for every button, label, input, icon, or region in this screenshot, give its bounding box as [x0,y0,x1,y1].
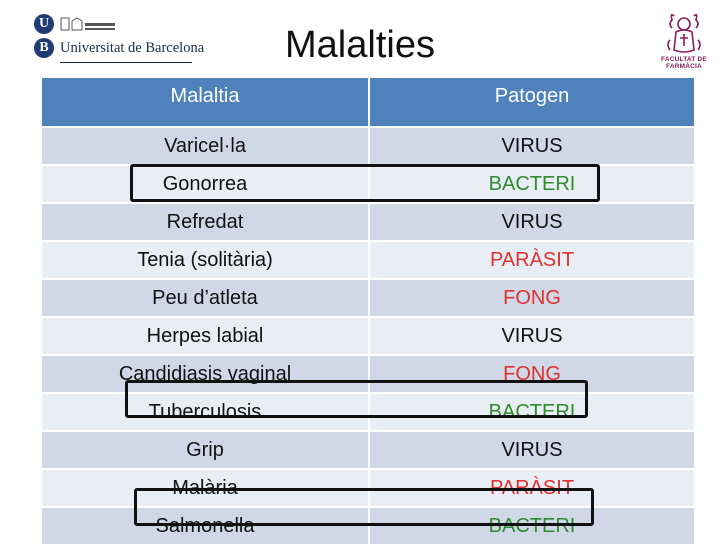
disease-cell: Gonorrea [42,166,370,202]
table-row: Refredat VIRUS [42,204,694,242]
university-logo: U B Universitat de Barcelona [34,12,204,64]
pathogen-cell: BACTERI [488,401,576,423]
ub-initial-b: B [34,38,54,58]
pathogen-cell: PARÀSIT [489,477,575,499]
pharmacy-emblem-icon [667,13,701,53]
disease-cell: Herpes labial [42,318,370,354]
pathogen-cell: BACTERI [488,515,576,537]
pathogen-cell: PARÀSIT [489,249,575,271]
ub-emblem-icon [60,17,115,31]
table-row: Herpes labial VIRUS [42,318,694,356]
pathogen-cell: VIRUS [501,325,563,347]
pathogen-cell: BACTERI [488,173,576,195]
institution-name: Universitat de Barcelona [60,39,205,56]
diseases-table: Malaltia Patogen Varicel·la VIRUS Gonorr… [42,78,694,546]
faculty-logo-line1: FACULTAT DE [661,56,707,63]
disease-cell: Grip [42,432,370,468]
disease-cell: Varicel·la [42,128,370,164]
faculty-logo-line2: FARMÀCIA [666,63,702,70]
column-header-disease: Malaltia [42,78,370,126]
pathogen-cell: VIRUS [501,135,563,157]
pathogen-cell: FONG [503,287,561,309]
table-row: Tuberculosis BACTERI [42,394,694,432]
pathogen-cell: VIRUS [501,439,563,461]
logo-underline [60,62,192,63]
table-row: Salmonella BACTERI [42,508,694,546]
disease-cell: Peu d’atleta [42,280,370,316]
table-body: Varicel·la VIRUS Gonorrea BACTERI Refred… [42,128,694,546]
disease-cell: Salmonella [42,508,370,544]
column-header-pathogen: Patogen [494,85,570,107]
table-row: Peu d’atleta FONG [42,280,694,318]
table-row: Tenia (solitària) PARÀSIT [42,242,694,280]
disease-cell: Candidiasis vaginal [42,356,370,392]
disease-cell: Malària [42,470,370,506]
faculty-logo-text: FACULTAT DE FARMÀCIA [660,56,708,70]
disease-cell: Tuberculosis [42,394,370,430]
table-row: Malària PARÀSIT [42,470,694,508]
pathogen-cell: VIRUS [501,211,563,233]
disease-cell: Tenia (solitària) [42,242,370,278]
table-row: Varicel·la VIRUS [42,128,694,166]
table-row: Candidiasis vaginal FONG [42,356,694,394]
table-header: Malaltia Patogen [42,78,694,128]
table-row: Gonorrea BACTERI [42,166,694,204]
page-title: Malalties [285,24,435,66]
ub-initial-u: U [34,14,54,34]
pathogen-cell: FONG [503,363,561,385]
pharmacy-faculty-logo: FACULTAT DE FARMÀCIA [660,10,708,72]
disease-cell: Refredat [42,204,370,240]
table-row: Grip VIRUS [42,432,694,470]
